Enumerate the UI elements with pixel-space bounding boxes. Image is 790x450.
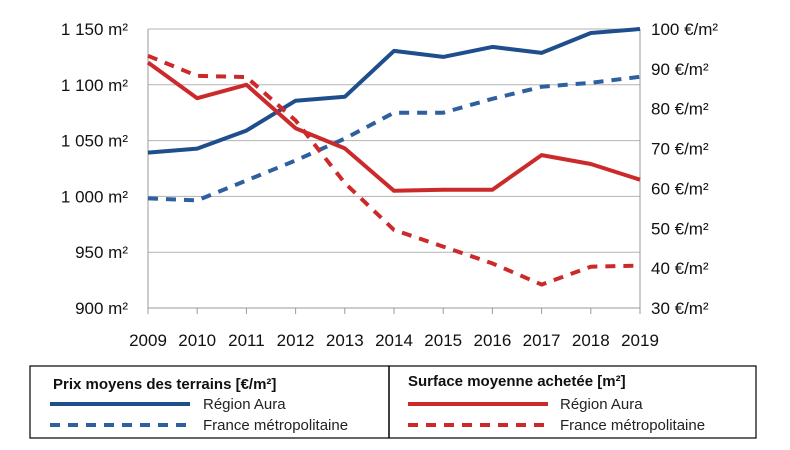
left-tick-label: 950 m² [75, 243, 128, 262]
legend-entries: Région Aura France métropolitaine Région A… [50, 396, 705, 434]
x-tick-label: 2013 [326, 331, 364, 350]
x-axis-ticks: 2009 2010 2011 2012 2013 2014 2015 2016 2017 2018… [129, 308, 659, 350]
series-line-surface-aura [146, 60, 641, 193]
x-tick-label: 2015 [424, 331, 462, 350]
legend-label-surface-france: France métropolitaine [560, 417, 705, 434]
left-tick-label: 1 100 m² [61, 76, 128, 95]
gridlines [148, 28, 640, 309]
x-tick-label: 2011 [228, 331, 265, 350]
series-line-price-france [147, 74, 641, 203]
x-tick-label: 2012 [277, 331, 315, 350]
legend-title-surface: Surface moyenne achetée [m²] [408, 373, 626, 390]
right-tick-label: 80 €/m² [651, 100, 709, 119]
right-tick-label: 60 €/m² [651, 179, 709, 198]
right-tick-label: 100 €/m² [651, 20, 718, 39]
x-tick-label: 2010 [178, 331, 216, 350]
legend: Prix moyens des terrains [€/m²] Surface … [29, 365, 757, 439]
x-tick-label: 2016 [473, 331, 511, 350]
left-axis-ticks: 900 m² 950 m² 1 000 m² 1 050 m² 1 100 m² 1 15… [61, 20, 128, 318]
left-tick-label: 1 150 m² [61, 20, 128, 39]
right-tick-label: 70 €/m² [651, 140, 709, 159]
right-tick-label: 50 €/m² [651, 219, 709, 238]
legend-label-price-france: France métropolitaine [203, 417, 348, 434]
legend-label-surface-aura: Région Aura [560, 396, 643, 413]
x-tick-label: 2018 [572, 331, 610, 350]
right-tick-label: 90 €/m² [651, 60, 709, 79]
series-line-price-aura [147, 27, 641, 155]
x-tick-label: 2009 [129, 331, 167, 350]
legend-label-price-aura: Région Aura [203, 396, 286, 413]
series-line-surface-france [147, 53, 641, 287]
axes [147, 29, 641, 309]
x-tick-label: 2014 [375, 331, 413, 350]
legend-title-price: Prix moyens des terrains [€/m²] [53, 376, 276, 393]
right-tick-label: 40 €/m² [651, 259, 709, 278]
right-tick-label: 30 €/m² [651, 299, 709, 318]
x-tick-label: 2017 [523, 331, 561, 350]
series-lines [146, 27, 641, 287]
left-tick-label: 900 m² [75, 299, 128, 318]
left-tick-label: 1 000 m² [61, 187, 128, 206]
x-tick-label: 2019 [621, 331, 659, 350]
left-tick-label: 1 050 m² [61, 132, 128, 151]
right-axis-ticks: 30 €/m² 40 €/m² 50 €/m² 60 €/m² 70 €/m² 80 €/… [651, 20, 718, 318]
